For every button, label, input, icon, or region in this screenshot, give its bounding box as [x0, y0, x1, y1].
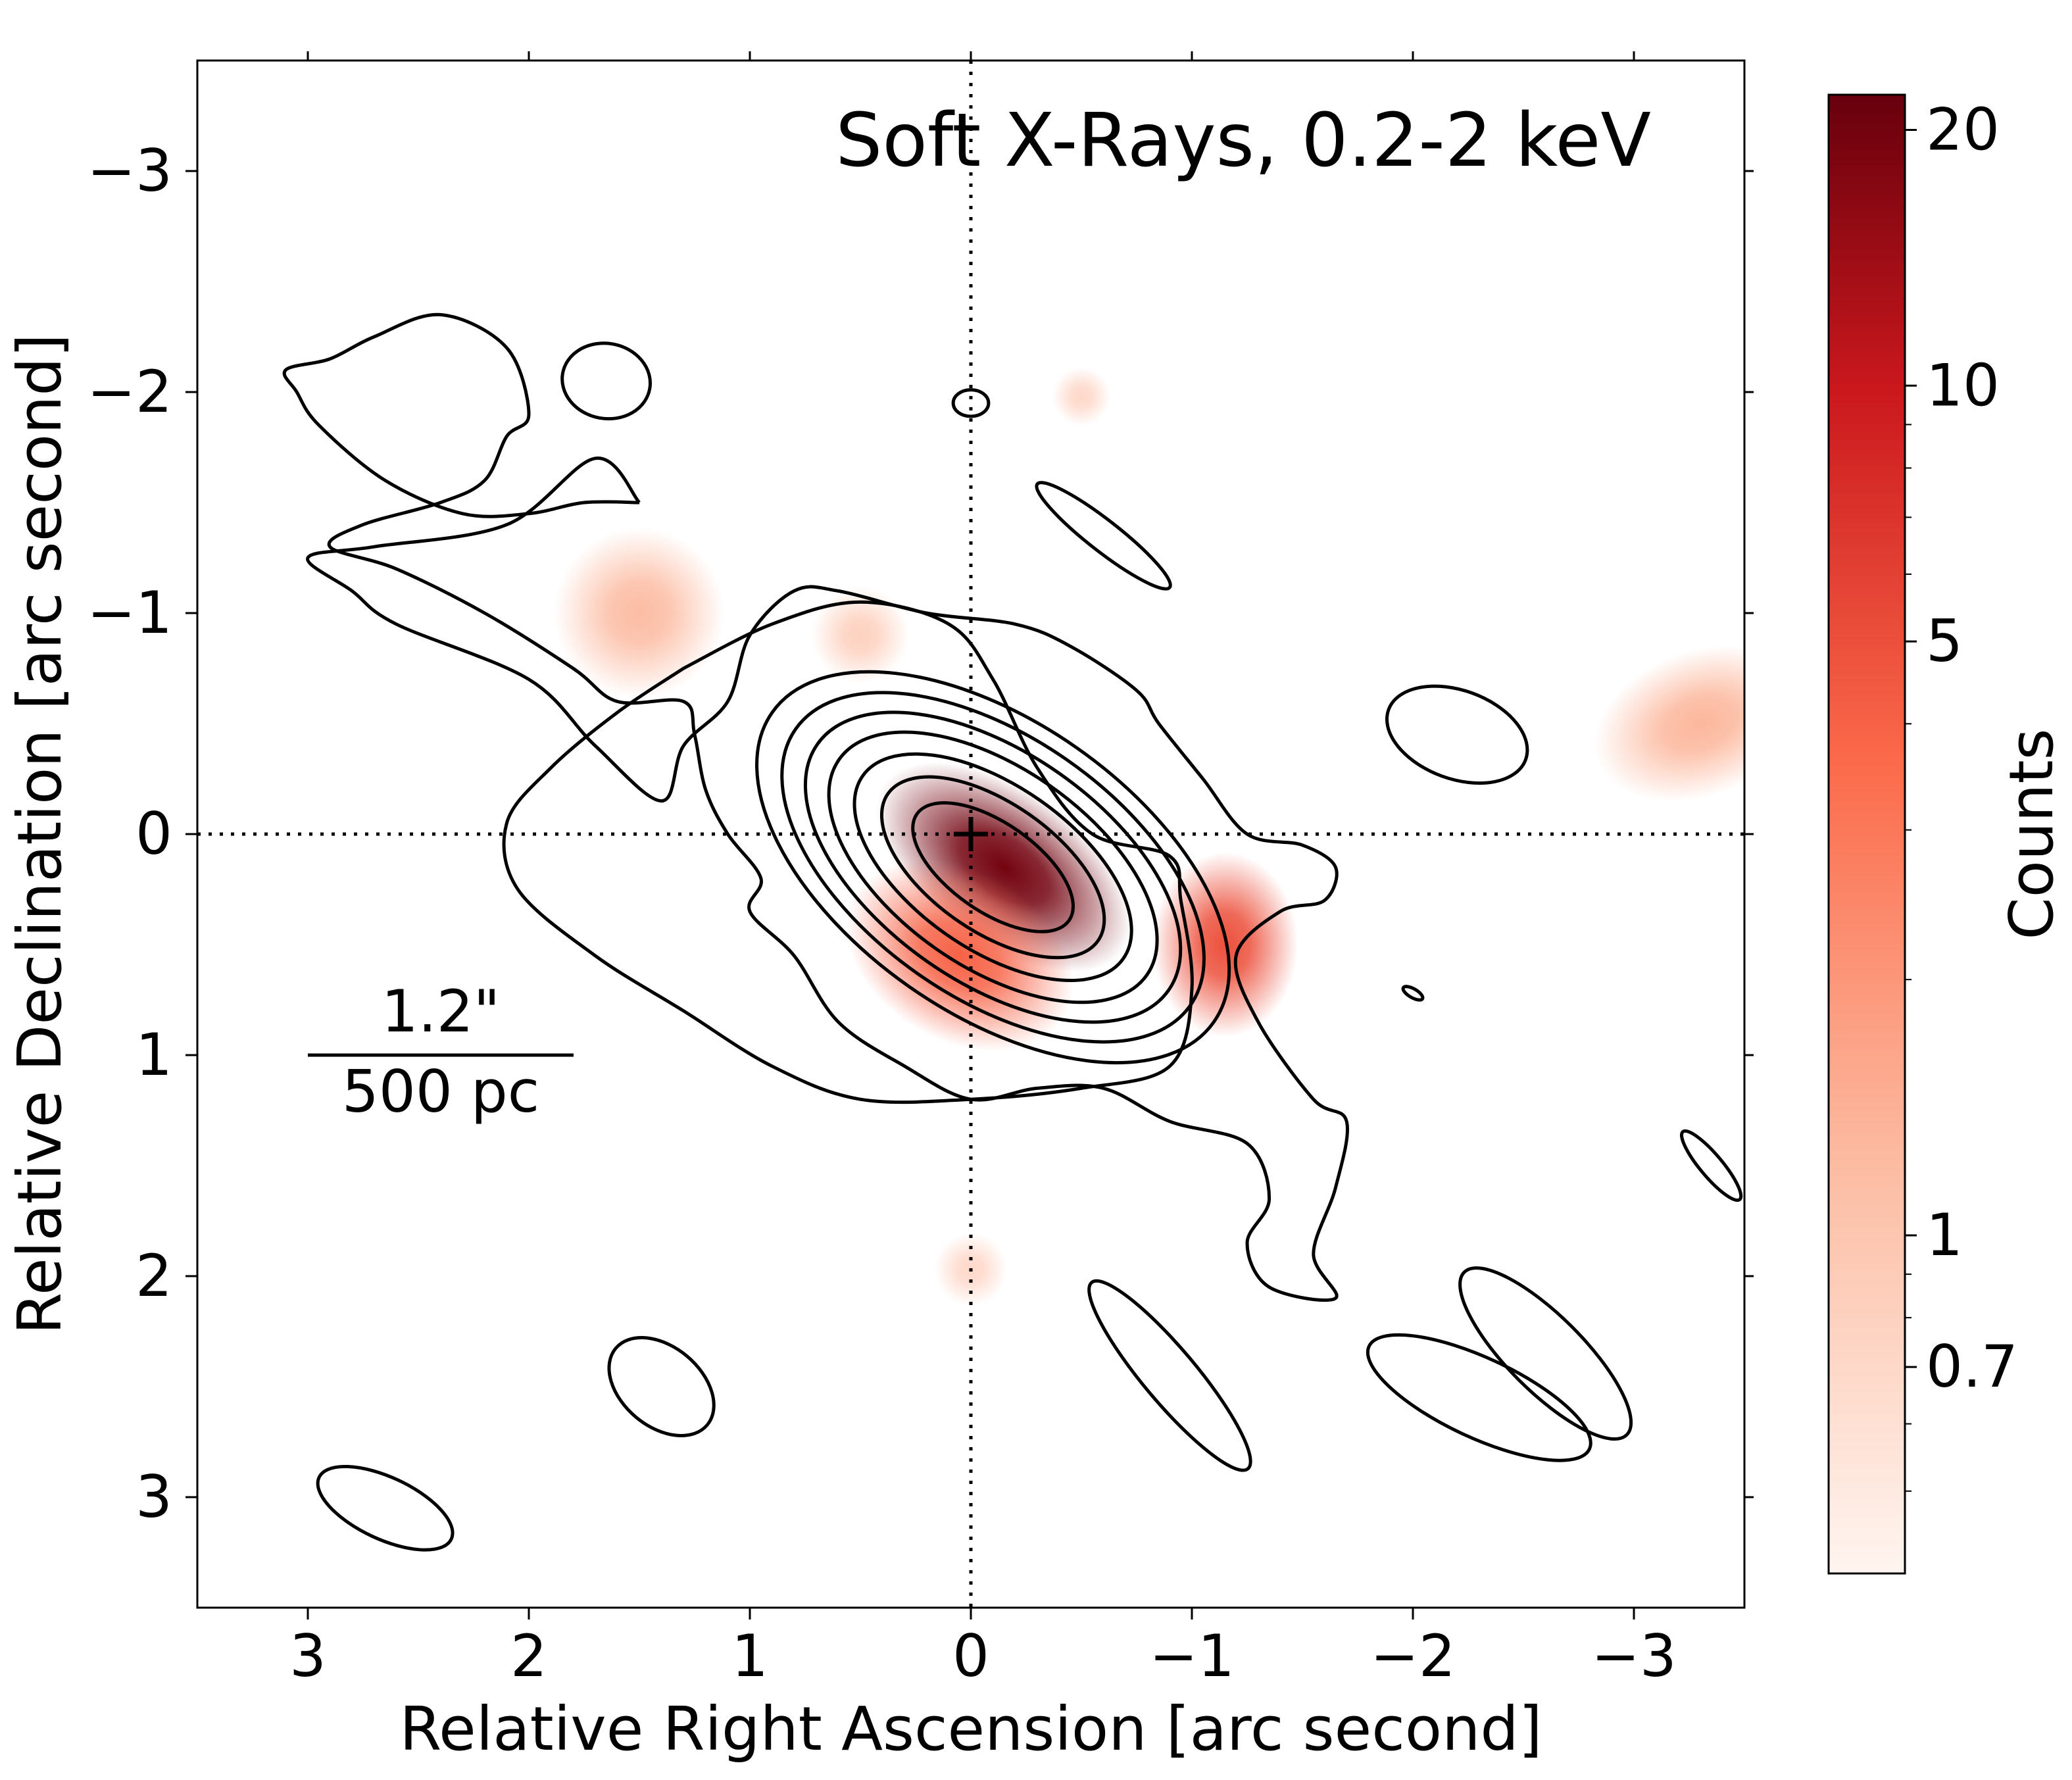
y-tick-label: 1	[136, 1021, 172, 1089]
contour-level	[803, 710, 1183, 1024]
contour-layer	[282, 312, 1743, 1552]
contour-island	[1401, 985, 1425, 1002]
x-axis-ticks: 3 2 1 0 −1 −2 −3	[289, 51, 1677, 1690]
y-tick-label: 3	[136, 1463, 172, 1531]
x-tick-label: −1	[1149, 1622, 1235, 1690]
colorbar-label: Counts	[1996, 728, 2067, 939]
x-tick-label: 2	[510, 1622, 547, 1690]
contour-island	[560, 341, 653, 421]
emission-blob	[1594, 645, 1744, 802]
colorbar-tick-label: 5	[1926, 607, 1963, 675]
colorbar-tick-label: 20	[1926, 95, 2000, 163]
emission-blob	[812, 586, 909, 684]
y-tick-label: −2	[87, 358, 172, 426]
emission-blob	[1052, 367, 1111, 426]
emission-blob	[1152, 852, 1298, 1037]
colorbar: 20 10 5 1 0.7 Counts	[1827, 93, 2067, 1575]
x-tick-label: −2	[1370, 1622, 1456, 1690]
y-axis-title: Relative Declination [arc second]	[5, 334, 75, 1334]
y-tick-label: 2	[136, 1242, 172, 1310]
contour-level	[755, 670, 1231, 1065]
contour-island	[1035, 481, 1172, 591]
colorbar-tick-label: 10	[1926, 351, 2000, 419]
y-tick-label: 0	[136, 800, 172, 868]
contour-island	[1680, 1129, 1743, 1202]
emission-blob	[846, 860, 1073, 1052]
scale-bar: 1.2" 500 pc	[308, 977, 574, 1125]
crosshair	[197, 61, 1744, 1608]
contour-level	[879, 775, 1106, 960]
plot-area: 3 2 1 0 −1 −2 −3 −3 −2 −1 0 1 2 3	[87, 51, 1754, 1690]
y-axis-ticks: −3 −2 −1 0 1 2 3	[87, 137, 1754, 1531]
x-axis-title: Relative Right Ascension [arc second]	[399, 1694, 1542, 1764]
contour-outer	[282, 312, 1349, 1302]
contour-island	[951, 388, 991, 418]
contour-level	[911, 801, 1075, 933]
contour-island	[607, 1336, 716, 1437]
center-marker	[954, 817, 988, 851]
colorbar-ticks: 20 10 5 1 0.7	[1905, 95, 2018, 1492]
y-tick-label: −3	[87, 137, 172, 205]
chart-title: Soft X-Rays, 0.2-2 keV	[835, 98, 1651, 184]
contour-island	[1458, 1266, 1633, 1441]
emission-heatmap	[554, 367, 1744, 1306]
colorbar-tick-label: 1	[1926, 1201, 1963, 1269]
y-tick-label: −1	[87, 579, 172, 647]
x-tick-label: 0	[952, 1622, 989, 1690]
x-tick-label: 1	[731, 1622, 768, 1690]
contour-island	[1385, 684, 1529, 785]
emission-blob	[554, 528, 725, 699]
contour-island	[1087, 1279, 1252, 1472]
contour-island	[316, 1464, 455, 1552]
contour-level	[852, 752, 1133, 983]
x-tick-label: −3	[1591, 1622, 1677, 1690]
x-tick-label: 3	[289, 1622, 326, 1690]
colorbar-tick-label: 0.7	[1926, 1333, 2018, 1400]
scale-bar-angular-size: 1.2"	[382, 977, 500, 1045]
contour-outer	[502, 600, 1194, 1104]
contour-island	[1366, 1333, 1592, 1462]
colorbar-gradient	[1827, 93, 1906, 1575]
scale-bar-physical-size: 500 pc	[342, 1058, 539, 1125]
